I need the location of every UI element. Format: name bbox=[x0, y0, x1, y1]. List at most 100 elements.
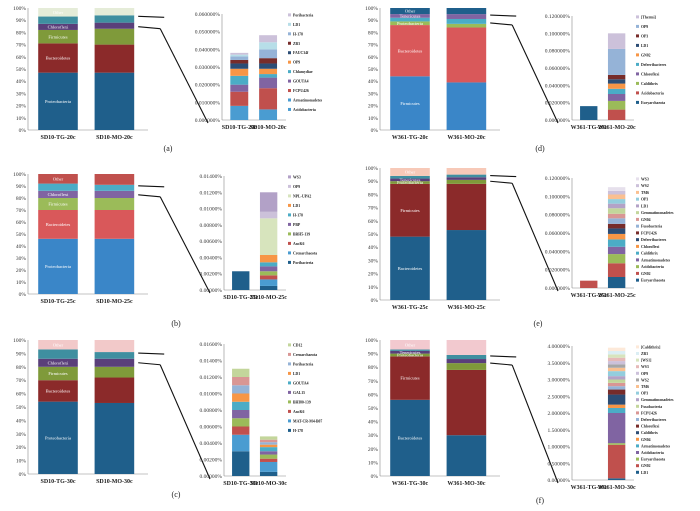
category-label: W361-MO-25c bbox=[447, 305, 485, 311]
layer-label: Chloroflexi bbox=[48, 360, 69, 365]
panel-c: 0% 10% 20% 30% 40% 50% 60% 70% 80% 90% 100% SD10-TG… bbox=[13, 338, 322, 499]
bar-segment bbox=[607, 443, 626, 445]
legend-swatch bbox=[636, 244, 639, 248]
category-label: SD10-MO-20c bbox=[250, 125, 287, 131]
y-tick-label: 0.050000% bbox=[195, 30, 221, 36]
bar-segment bbox=[446, 369, 487, 436]
zoom-connector bbox=[159, 196, 211, 294]
legend-swatch bbox=[288, 22, 291, 26]
bar-segment bbox=[390, 236, 430, 300]
bar-segment bbox=[607, 203, 626, 209]
y-tick-label: 0% bbox=[19, 128, 27, 134]
bar-segment bbox=[446, 27, 487, 83]
bar-segment bbox=[446, 8, 487, 15]
panel-label: (b) bbox=[171, 319, 181, 328]
bar-segment bbox=[607, 228, 626, 234]
legend-swatch bbox=[288, 260, 291, 264]
bar-segment bbox=[390, 181, 430, 184]
bar-segment bbox=[230, 63, 249, 69]
y-tick-label: 0.060000% bbox=[195, 12, 221, 18]
legend-label: Caldithrix bbox=[641, 431, 658, 435]
y-tick-label: 100% bbox=[365, 166, 378, 172]
bar-segment bbox=[446, 354, 487, 360]
bar-segment bbox=[607, 351, 626, 355]
legend-label: Armatimonadetes bbox=[293, 98, 323, 102]
bar-segment bbox=[607, 376, 626, 380]
bar-segment bbox=[607, 407, 626, 413]
legend-swatch bbox=[636, 197, 639, 201]
y-tick-label: 70% bbox=[16, 208, 27, 214]
bar-segment bbox=[259, 211, 278, 219]
bar-segment bbox=[607, 199, 626, 204]
legend-swatch bbox=[636, 431, 639, 435]
legend-label: OP3 bbox=[641, 34, 648, 38]
bar-segment bbox=[607, 364, 626, 368]
legend-swatch bbox=[636, 15, 639, 19]
y-tick-label: 2.50000% bbox=[548, 394, 571, 400]
main-chart: 0% 10% 20% 30% 40% 50% 60% 70% 80% 90% 100% SD10-TG… bbox=[13, 172, 211, 305]
y-tick-label: 0.010000% bbox=[195, 100, 221, 106]
bar-segment bbox=[232, 410, 250, 419]
panel-e: 0% 10% 20% 30% 40% 50% 60% 70% 80% 90% 100% W361-TG… bbox=[365, 166, 674, 328]
y-tick-label: 0.040000% bbox=[545, 83, 571, 89]
y-tick-label: 30% bbox=[368, 433, 379, 439]
bar-segment bbox=[94, 28, 135, 45]
legend-swatch bbox=[288, 232, 291, 236]
category-label: SD10-TG-20c bbox=[222, 125, 257, 131]
layer-label: Tenericutes bbox=[400, 177, 421, 182]
bar-segment bbox=[607, 379, 626, 383]
bar-segment bbox=[259, 275, 278, 280]
legend-swatch bbox=[636, 258, 639, 262]
bar-segment bbox=[390, 340, 430, 350]
panel-d: 0% 10% 20% 30% 40% 50% 60% 70% 80% 90% 100% W361-TG… bbox=[365, 6, 667, 153]
legend-label: OP9 bbox=[293, 185, 300, 189]
bar-segment bbox=[607, 233, 626, 240]
bar-segment bbox=[259, 63, 278, 69]
legend-label: OP9 bbox=[641, 25, 648, 29]
legend-swatch bbox=[288, 409, 291, 413]
legend: WS3 WS2 TM6 OP3 LD1 Gemmatimonadetes GN04 Fusob… bbox=[636, 177, 674, 283]
y-tick-label: 0.120000% bbox=[545, 14, 571, 20]
legend-label: NPL-UPA2 bbox=[293, 194, 311, 198]
panel-label: (e) bbox=[534, 319, 543, 328]
bar-segment bbox=[390, 178, 430, 182]
legend-label: WS3 bbox=[293, 175, 301, 179]
bar-segment bbox=[607, 79, 626, 84]
layer-label: Other bbox=[405, 9, 416, 14]
legend-label: FCPU426 bbox=[293, 89, 309, 93]
legend-swatch bbox=[288, 41, 291, 45]
bar-segment bbox=[259, 254, 278, 263]
y-tick-label: 40% bbox=[16, 418, 27, 424]
legend-label: Armatimonadetes bbox=[641, 258, 671, 262]
bar-segment bbox=[38, 190, 78, 198]
legend-label: LD1 bbox=[641, 204, 648, 208]
bar-segment bbox=[230, 56, 249, 60]
legend-swatch bbox=[636, 34, 639, 38]
y-tick-label: 0.030000% bbox=[195, 65, 221, 71]
y-tick-label: 70% bbox=[16, 43, 27, 49]
bar-segment bbox=[259, 279, 278, 286]
y-tick-label: 0.01400% bbox=[200, 174, 223, 180]
legend-label: GN02 bbox=[641, 464, 651, 468]
bar-segment bbox=[446, 340, 487, 355]
zoom-connector bbox=[138, 26, 161, 30]
bar-segment bbox=[94, 358, 135, 367]
legend-label: Chlamydiae bbox=[293, 70, 313, 74]
legend-swatch bbox=[636, 424, 639, 428]
bar-segment bbox=[259, 442, 278, 445]
bar-segment bbox=[607, 239, 626, 247]
legend-swatch bbox=[636, 190, 639, 194]
legend-label: Acidobacteria bbox=[293, 108, 316, 112]
legend: [Caldithrix] ZB3 [WS1] WS3 OP9 WS2 TM6 OP3 Gemma… bbox=[636, 345, 674, 475]
zoom-connector bbox=[138, 352, 165, 355]
legend: CD12 Crenarchaeota Poribacteria LD1 GOUTA4 GA… bbox=[288, 343, 322, 433]
category-label: W361-TG-25c bbox=[392, 305, 429, 311]
y-tick-label: 30% bbox=[368, 258, 379, 264]
legend-label: WS3 bbox=[641, 177, 649, 181]
legend-swatch bbox=[288, 381, 291, 385]
legend-swatch bbox=[288, 352, 291, 356]
y-tick-label: 50% bbox=[16, 232, 27, 238]
y-tick-label: 0.01400% bbox=[200, 359, 223, 365]
legend-swatch bbox=[288, 79, 291, 83]
y-tick-label: 0% bbox=[371, 128, 379, 134]
